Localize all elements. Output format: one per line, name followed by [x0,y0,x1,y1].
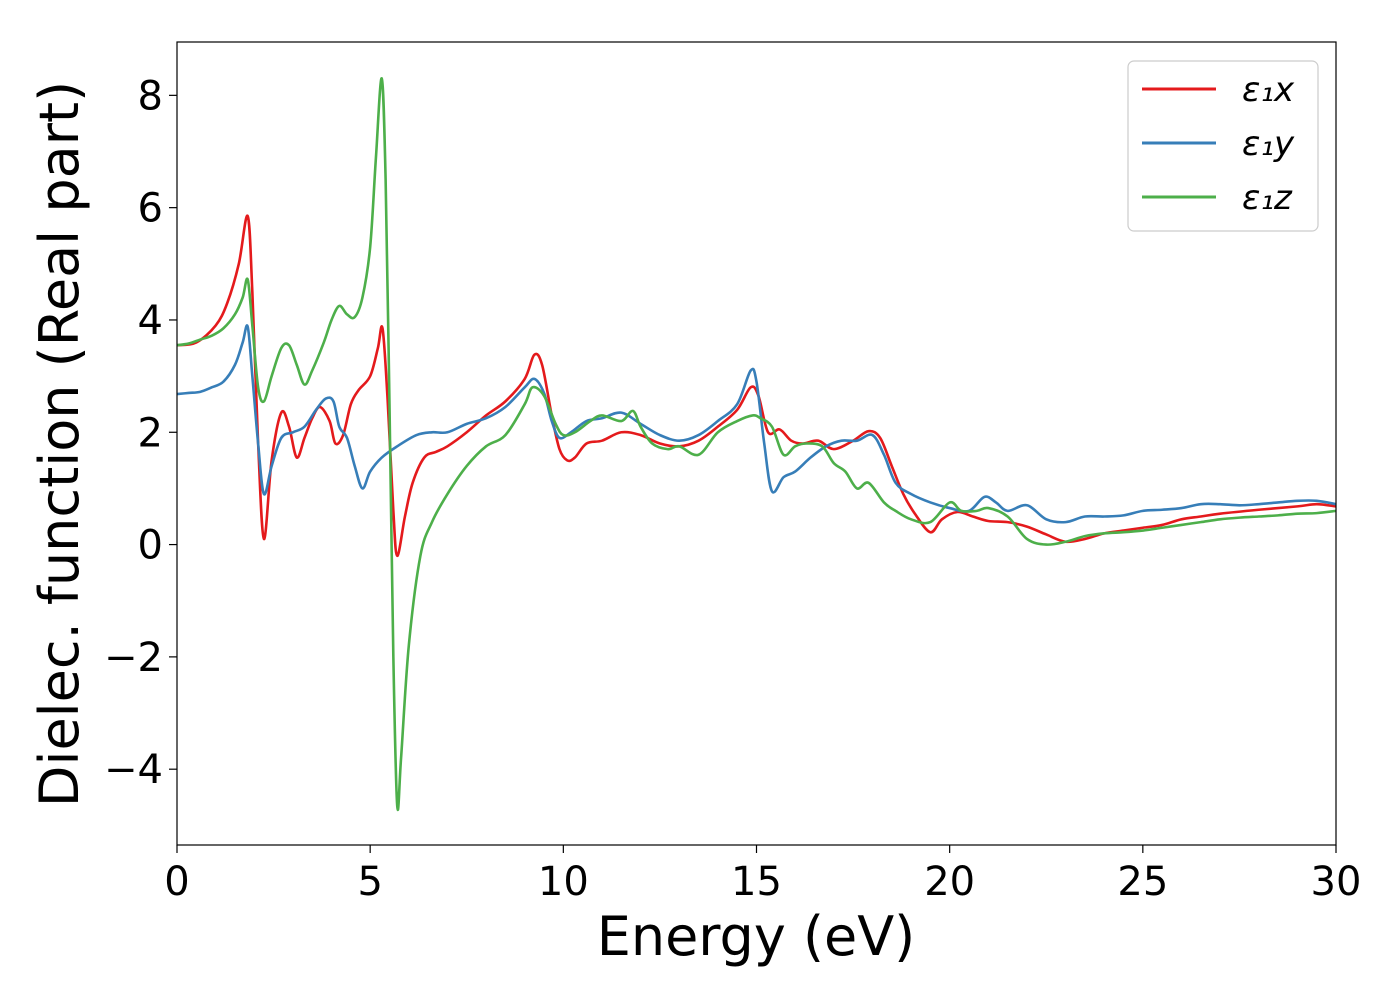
y-tick-label: 6 [138,186,163,232]
y-tick-label: 4 [138,298,163,344]
series-line-1 [176,324,1337,524]
legend-label: ε₁x [1242,70,1295,110]
x-axis-label: Energy (eV) [597,905,916,968]
x-tick-label: 10 [538,859,589,905]
legend-label: ε₁z [1242,178,1293,218]
y-tick-label: −2 [104,635,163,681]
y-tick-label: 2 [138,410,163,456]
y-tick-label: 0 [138,523,163,569]
series-line-2 [176,77,1337,812]
plot-lines [176,77,1337,812]
legend-box [1127,60,1319,232]
legend-entries: ε₁x ε₁y ε₁z [1142,70,1295,218]
x-tick-label: 25 [1117,859,1168,905]
legend-label: ε₁y [1242,124,1295,164]
y-axis-ticks: −4 −2 0 2 4 6 8 [104,73,177,793]
y-tick-label: −4 [104,747,163,793]
legend: ε₁x ε₁y ε₁z [1127,60,1319,232]
x-tick-label: 15 [731,859,782,905]
x-tick-label: 30 [1311,859,1362,905]
y-tick-label: 8 [138,73,163,119]
x-tick-label: 20 [924,859,975,905]
y-axis-label: Dielec. function (Real part) [28,81,91,807]
x-tick-label: 5 [357,859,382,905]
x-tick-label: 0 [164,859,189,905]
x-axis-ticks: 0 5 10 15 20 25 30 [164,845,1361,905]
series-line-0 [176,214,1337,558]
